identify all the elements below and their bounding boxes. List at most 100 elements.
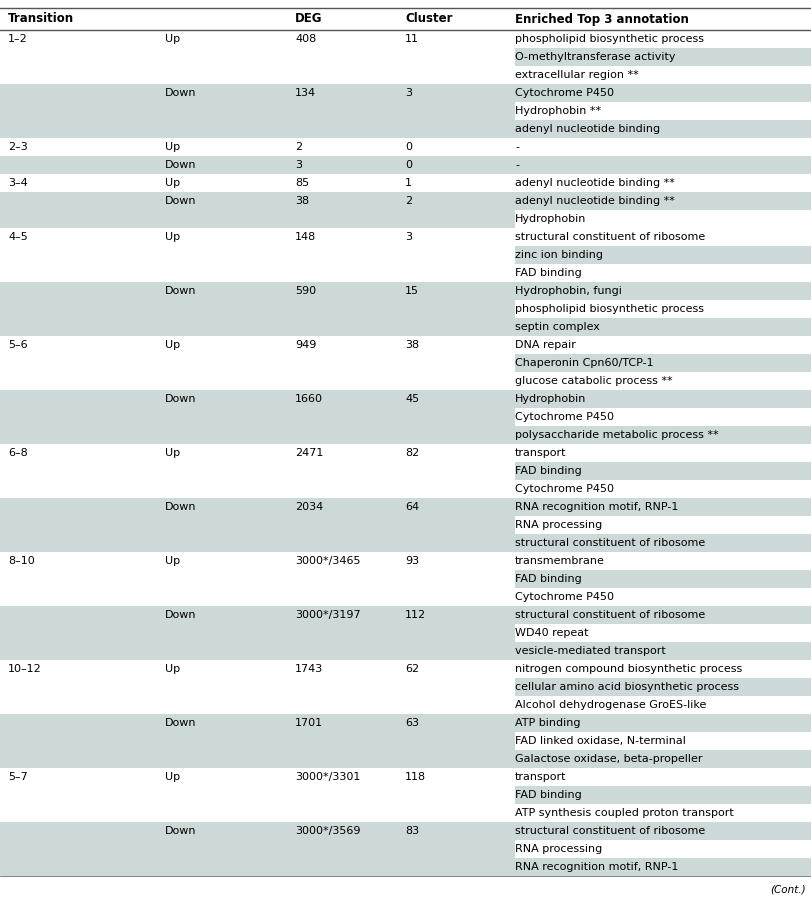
Bar [515, 570, 811, 588]
Text: 5–7: 5–7 [8, 772, 28, 782]
Text: Down: Down [165, 286, 196, 296]
Bar [0, 390, 515, 408]
Text: 408: 408 [295, 34, 316, 44]
Bar [0, 210, 515, 228]
Bar [515, 786, 811, 804]
Text: 10–12: 10–12 [8, 664, 41, 674]
Text: Down: Down [165, 826, 196, 836]
Bar [0, 282, 515, 300]
Bar [0, 102, 515, 120]
Bar [0, 642, 515, 660]
Text: 4–5: 4–5 [8, 232, 28, 242]
Text: 15: 15 [405, 286, 419, 296]
Text: 2: 2 [295, 142, 303, 152]
Text: 590: 590 [295, 286, 316, 296]
Bar [515, 318, 811, 336]
Text: extracellular region **: extracellular region ** [515, 70, 639, 80]
Text: Hydrophobin, fungi: Hydrophobin, fungi [515, 286, 622, 296]
Text: Up: Up [165, 664, 180, 674]
Text: 63: 63 [405, 718, 419, 728]
Bar [0, 750, 515, 768]
Text: phospholipid biosynthetic process: phospholipid biosynthetic process [515, 304, 704, 314]
Text: Down: Down [165, 718, 196, 728]
Text: Up: Up [165, 772, 180, 782]
Bar [515, 750, 811, 768]
Text: 949: 949 [295, 340, 316, 350]
Text: structural constituent of ribosome: structural constituent of ribosome [515, 826, 706, 836]
Bar [0, 732, 515, 750]
Text: Up: Up [165, 556, 180, 566]
Text: ATP binding: ATP binding [515, 718, 581, 728]
Text: Down: Down [165, 610, 196, 620]
Text: structural constituent of ribosome: structural constituent of ribosome [515, 610, 706, 620]
Bar [515, 246, 811, 264]
Bar [0, 192, 515, 210]
Bar [0, 858, 515, 876]
Text: Hydrophobin: Hydrophobin [515, 214, 586, 224]
Bar [0, 840, 515, 858]
Text: FAD linked oxidase, N-terminal: FAD linked oxidase, N-terminal [515, 736, 686, 746]
Text: DNA repair: DNA repair [515, 340, 576, 350]
Text: Down: Down [165, 394, 196, 404]
Text: 134: 134 [295, 88, 316, 98]
Text: 3000*/3301: 3000*/3301 [295, 772, 360, 782]
Text: adenyl nucleotide binding **: adenyl nucleotide binding ** [515, 196, 675, 206]
Text: 82: 82 [405, 448, 419, 458]
Bar [515, 498, 811, 516]
Text: 0: 0 [405, 142, 412, 152]
Bar [0, 516, 515, 534]
Text: Cytochrome P450: Cytochrome P450 [515, 592, 614, 602]
Text: 2–3: 2–3 [8, 142, 28, 152]
Text: 3–4: 3–4 [8, 178, 28, 188]
Text: 8–10: 8–10 [8, 556, 35, 566]
Text: Enriched Top 3 annotation: Enriched Top 3 annotation [515, 13, 689, 26]
Text: RNA processing: RNA processing [515, 520, 603, 530]
Bar [0, 426, 515, 444]
Bar [0, 408, 515, 426]
Text: septin complex: septin complex [515, 322, 600, 332]
Text: Up: Up [165, 178, 180, 188]
Text: Down: Down [165, 88, 196, 98]
Text: Up: Up [165, 232, 180, 242]
Text: transmembrane: transmembrane [515, 556, 605, 566]
Text: phospholipid biosynthetic process: phospholipid biosynthetic process [515, 34, 704, 44]
Text: (Cont.): (Cont.) [770, 885, 806, 895]
Text: Down: Down [165, 502, 196, 512]
Bar [515, 534, 811, 552]
Bar [515, 192, 811, 210]
Text: Up: Up [165, 142, 180, 152]
Text: Chaperonin Cpn60/TCP-1: Chaperonin Cpn60/TCP-1 [515, 358, 654, 368]
Text: WD40 repeat: WD40 repeat [515, 628, 589, 638]
Text: -: - [515, 160, 519, 170]
Bar [0, 624, 515, 642]
Text: 6–8: 6–8 [8, 448, 28, 458]
Text: Galactose oxidase, beta-propeller: Galactose oxidase, beta-propeller [515, 754, 702, 764]
Text: 64: 64 [405, 502, 419, 512]
Text: Down: Down [165, 196, 196, 206]
Bar [0, 534, 515, 552]
Bar [515, 156, 811, 174]
Text: 3000*/3197: 3000*/3197 [295, 610, 361, 620]
Bar [515, 462, 811, 480]
Bar [515, 282, 811, 300]
Text: 3000*/3465: 3000*/3465 [295, 556, 361, 566]
Text: 38: 38 [295, 196, 309, 206]
Text: DEG: DEG [295, 13, 323, 26]
Text: 0: 0 [405, 160, 412, 170]
Text: Transition: Transition [8, 13, 74, 26]
Bar [0, 156, 515, 174]
Text: FAD binding: FAD binding [515, 268, 581, 278]
Text: 1743: 1743 [295, 664, 324, 674]
Text: FAD binding: FAD binding [515, 466, 581, 476]
Bar [515, 822, 811, 840]
Text: 2471: 2471 [295, 448, 324, 458]
Text: 45: 45 [405, 394, 419, 404]
Text: 3: 3 [295, 160, 302, 170]
Text: ATP synthesis coupled proton transport: ATP synthesis coupled proton transport [515, 808, 734, 818]
Text: Cytochrome P450: Cytochrome P450 [515, 88, 614, 98]
Text: 3000*/3569: 3000*/3569 [295, 826, 361, 836]
Text: 5–6: 5–6 [8, 340, 28, 350]
Text: Cytochrome P450: Cytochrome P450 [515, 484, 614, 494]
Bar [0, 498, 515, 516]
Bar [0, 714, 515, 732]
